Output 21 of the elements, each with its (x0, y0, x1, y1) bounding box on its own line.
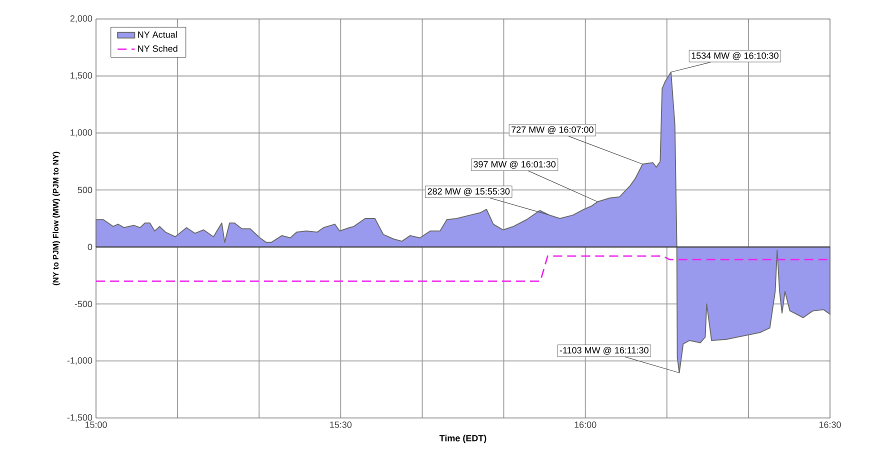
y-tick-label: -1,500 (67, 414, 92, 422)
annotation: 727 MW @ 16:07:00 (512, 126, 594, 134)
x-tick-label: 16:30 (819, 422, 841, 428)
y-tick-label: 1,000 (70, 129, 92, 137)
y-tick-label: 0 (88, 244, 92, 250)
annotation: 282 MW @ 15:55:30 (428, 188, 510, 196)
legend-label: NY Sched (138, 45, 178, 52)
y-tick-label: -500 (74, 300, 92, 308)
legend-label: NY Actual (138, 31, 177, 38)
annotation: -1103 MW @ 16:11:30 (560, 346, 648, 355)
annotation: 397 MW @ 16:01:30 (474, 160, 556, 169)
y-tick-label: 500 (78, 186, 92, 194)
x-tick-label: 15:30 (330, 422, 352, 428)
y-tick-label: 2,000 (70, 15, 92, 23)
y-axis-title: (NY to PJM) Flow (MW) (PJM to NY) (52, 152, 60, 286)
x-tick-label: 16:00 (574, 422, 596, 428)
x-axis-title: Time (EDT) (439, 434, 486, 444)
y-tick-label: -1,000 (67, 357, 92, 365)
annotation: 1534 MW @ 16:10:30 (692, 52, 778, 60)
y-tick-label: 1,500 (70, 72, 92, 80)
x-tick-label: 15:00 (85, 422, 107, 428)
